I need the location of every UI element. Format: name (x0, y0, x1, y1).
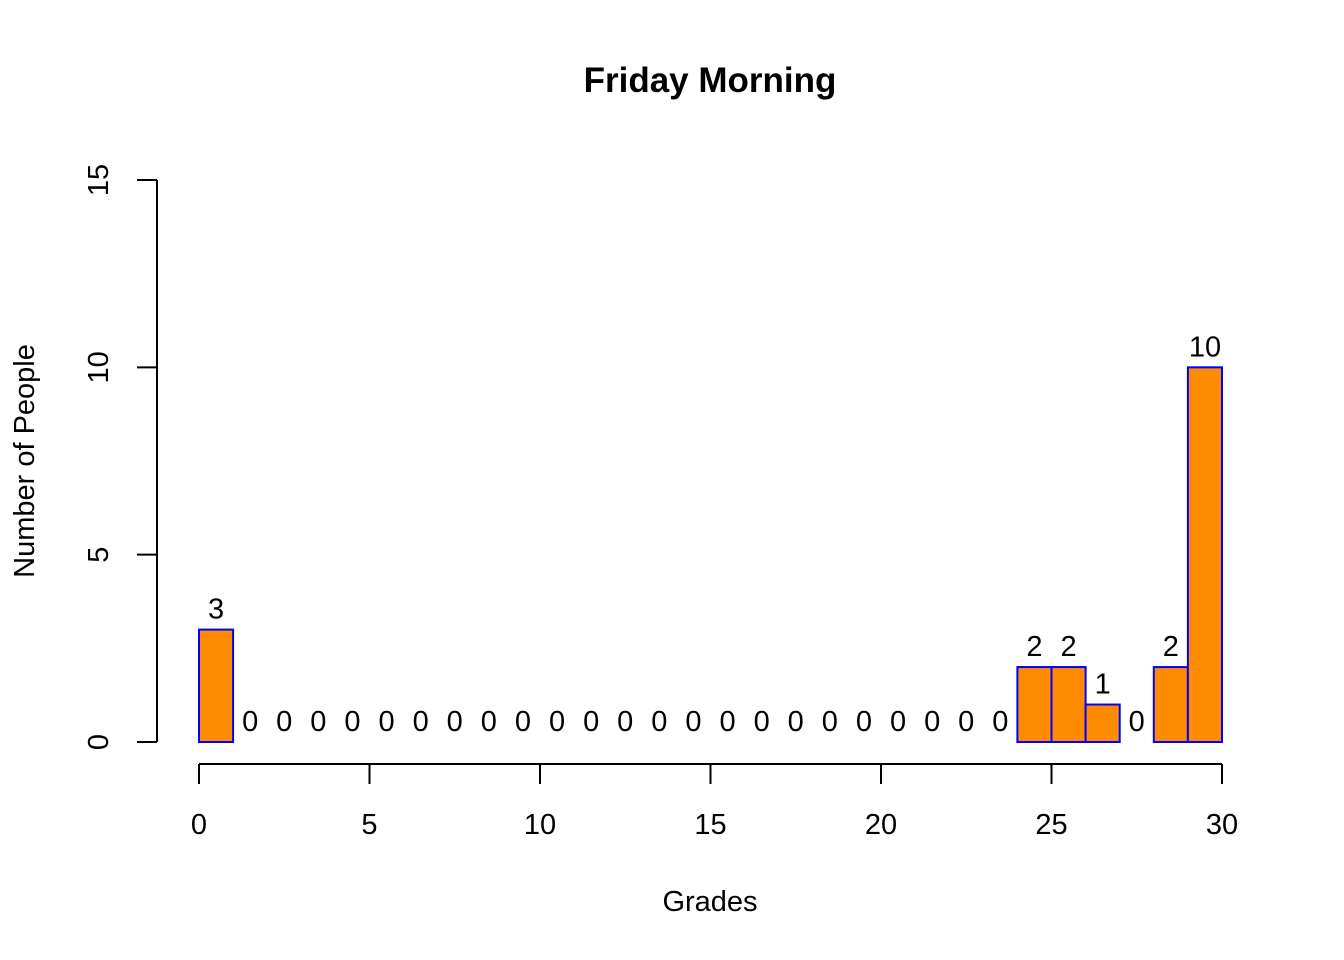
bar-count-label: 0 (617, 706, 633, 738)
bar-count-label: 0 (754, 706, 770, 738)
bar-count-label: 0 (1129, 706, 1145, 738)
bar-count-label: 0 (685, 706, 701, 738)
chart-title: Friday Morning (584, 61, 837, 100)
bar-count-label: 0 (583, 706, 599, 738)
bar-count-label: 0 (788, 706, 804, 738)
bar-count-label: 0 (958, 706, 974, 738)
histogram-bar (1016, 666, 1053, 743)
bar-count-label: 2 (1060, 631, 1076, 663)
x-tick-label: 30 (1206, 809, 1238, 841)
bar-count-label: 0 (481, 706, 497, 738)
bar-count-label: 2 (1026, 631, 1042, 663)
x-tick-label: 15 (694, 809, 726, 841)
bar-count-label: 0 (992, 706, 1008, 738)
x-tick-label: 0 (191, 809, 207, 841)
y-axis-label: Number of People (9, 344, 41, 578)
bars-layer (198, 366, 1224, 743)
x-tick-label: 25 (1035, 809, 1067, 841)
y-tick-label: 10 (83, 351, 115, 383)
bar-count-label: 0 (651, 706, 667, 738)
bar-count-label: 0 (447, 706, 463, 738)
y-tick-label: 0 (83, 734, 115, 750)
x-axis-label: Grades (662, 886, 757, 918)
bar-count-label: 0 (378, 706, 394, 738)
bar-count-label: 0 (549, 706, 565, 738)
bar-count-label: 1 (1095, 669, 1111, 701)
histogram-bar (1152, 666, 1189, 743)
bar-count-label: 0 (515, 706, 531, 738)
histogram-bar (1050, 666, 1087, 743)
x-tick-label: 20 (865, 809, 897, 841)
x-tick-label: 10 (524, 809, 556, 841)
bar-count-label: 2 (1163, 631, 1179, 663)
y-tick-label: 15 (83, 164, 115, 196)
bar-count-label: 0 (310, 706, 326, 738)
bar-count-label: 0 (344, 706, 360, 738)
bar-count-label: 0 (276, 706, 292, 738)
bar-count-label: 0 (413, 706, 429, 738)
histogram-bar (198, 628, 235, 743)
histogram-bar (1186, 366, 1224, 743)
bar-count-label: 3 (208, 594, 224, 626)
y-tick-label: 5 (83, 547, 115, 563)
bar-count-label: 0 (719, 706, 735, 738)
histogram-bar (1084, 703, 1121, 743)
bar-count-label: 0 (242, 706, 258, 738)
y-axis: 0 5 10 15 (83, 164, 158, 750)
bar-count-label: 0 (822, 706, 838, 738)
x-tick-label: 5 (361, 809, 377, 841)
bar-count-label: 0 (924, 706, 940, 738)
bar-count-label: 0 (890, 706, 906, 738)
x-axis: 0 5 10 15 20 25 30 (191, 763, 1238, 841)
bar-count-label: 0 (856, 706, 872, 738)
bar-count-label: 10 (1189, 331, 1221, 363)
